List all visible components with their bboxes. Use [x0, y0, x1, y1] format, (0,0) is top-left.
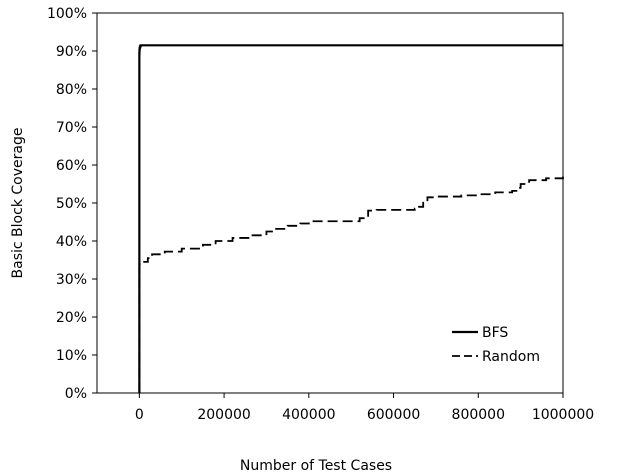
y-tick-label: 20% — [56, 310, 87, 326]
series-line-random — [138, 176, 564, 393]
y-tick-label: 0% — [65, 386, 87, 402]
x-tick-label: 600000 — [367, 407, 420, 423]
y-tick-label: 70% — [56, 120, 87, 136]
y-tick-label: 100% — [47, 6, 87, 22]
y-tick-label: 10% — [56, 348, 87, 364]
y-tick-label: 30% — [56, 272, 87, 288]
y-tick-label: 80% — [56, 82, 87, 98]
x-tick-label: 400000 — [282, 407, 335, 423]
y-axis-title: Basic Block Coverage — [10, 128, 26, 279]
legend-label: BFS — [482, 325, 508, 341]
series-line-bfs — [138, 44, 563, 393]
legend-label: Random — [482, 349, 540, 365]
y-tick-label: 60% — [56, 158, 87, 174]
x-tick-label: 800000 — [452, 407, 505, 423]
x-tick-label: 0 — [135, 407, 144, 423]
y-tick-label: 40% — [56, 234, 87, 250]
x-tick-label: 1000000 — [532, 407, 594, 423]
legend: BFS Random — [452, 325, 540, 365]
y-tick-label: 90% — [56, 44, 87, 60]
y-tick-label: 50% — [56, 196, 87, 212]
x-tick-label: 200000 — [197, 407, 250, 423]
x-axis: 0 200000 400000 600000 800000 1000000 — [135, 393, 594, 423]
series-layer — [138, 44, 564, 393]
y-axis: 0% 10% 20% 30% 40% 50% 60% 70% 80% 90% 100% — [47, 6, 97, 402]
x-axis-title: Number of Test Cases — [240, 458, 392, 474]
